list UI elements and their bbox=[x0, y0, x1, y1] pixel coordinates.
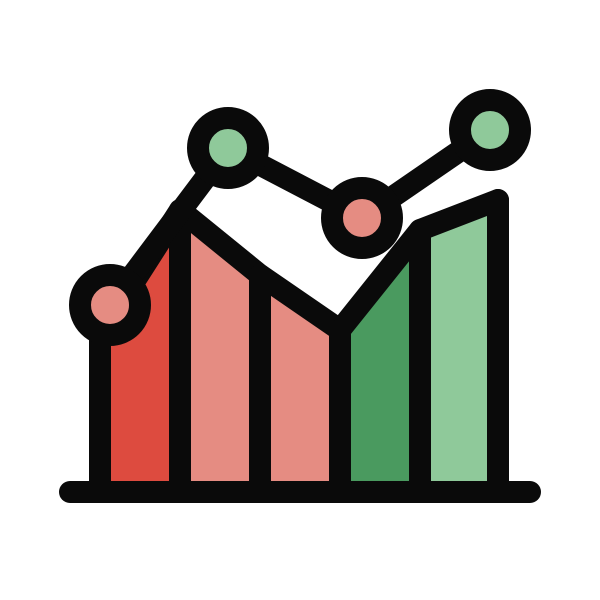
data-point bbox=[460, 100, 520, 160]
area-strip bbox=[420, 200, 498, 492]
data-point bbox=[80, 275, 140, 335]
analytics-chart-icon bbox=[0, 0, 600, 600]
data-point bbox=[198, 118, 258, 178]
chart-svg bbox=[0, 0, 600, 600]
data-point bbox=[332, 188, 392, 248]
